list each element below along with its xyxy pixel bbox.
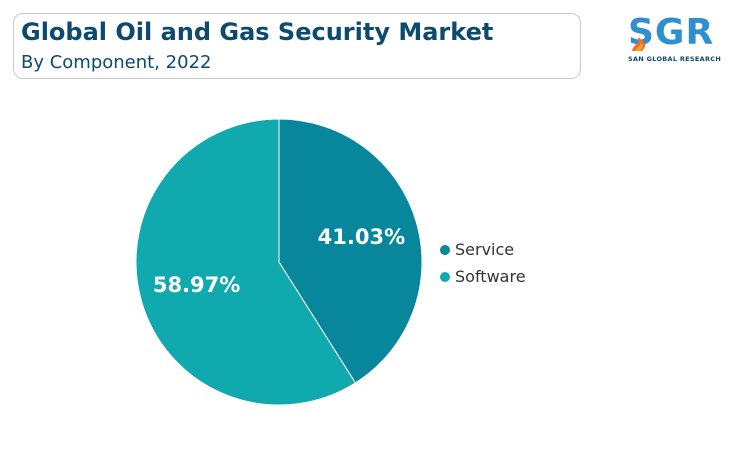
legend-label-software: Software (455, 267, 526, 286)
legend-item-service: Service (440, 236, 526, 263)
chart-title: Global Oil and Gas Security Market (21, 18, 494, 46)
data-label-service: 41.03% (318, 225, 405, 249)
legend-item-software: Software (440, 263, 526, 290)
data-label-software: 58.97% (153, 273, 240, 297)
legend: Service Software (440, 236, 526, 290)
pie-slice-software (135, 118, 357, 406)
chart-subtitle: By Component, 2022 (21, 52, 212, 73)
pie-slice-service (278, 118, 423, 384)
title-box: Global Oil and Gas Security Market By Co… (13, 13, 581, 79)
logo-tagline: SAN GLOBAL RESEARCH (628, 55, 722, 63)
sgr-logo: SGR SAN GLOBAL RESEARCH (626, 13, 722, 67)
legend-swatch-software (440, 271, 450, 282)
legend-swatch-service (440, 244, 450, 255)
flame-icon (632, 37, 645, 51)
legend-label-service: Service (455, 240, 515, 259)
